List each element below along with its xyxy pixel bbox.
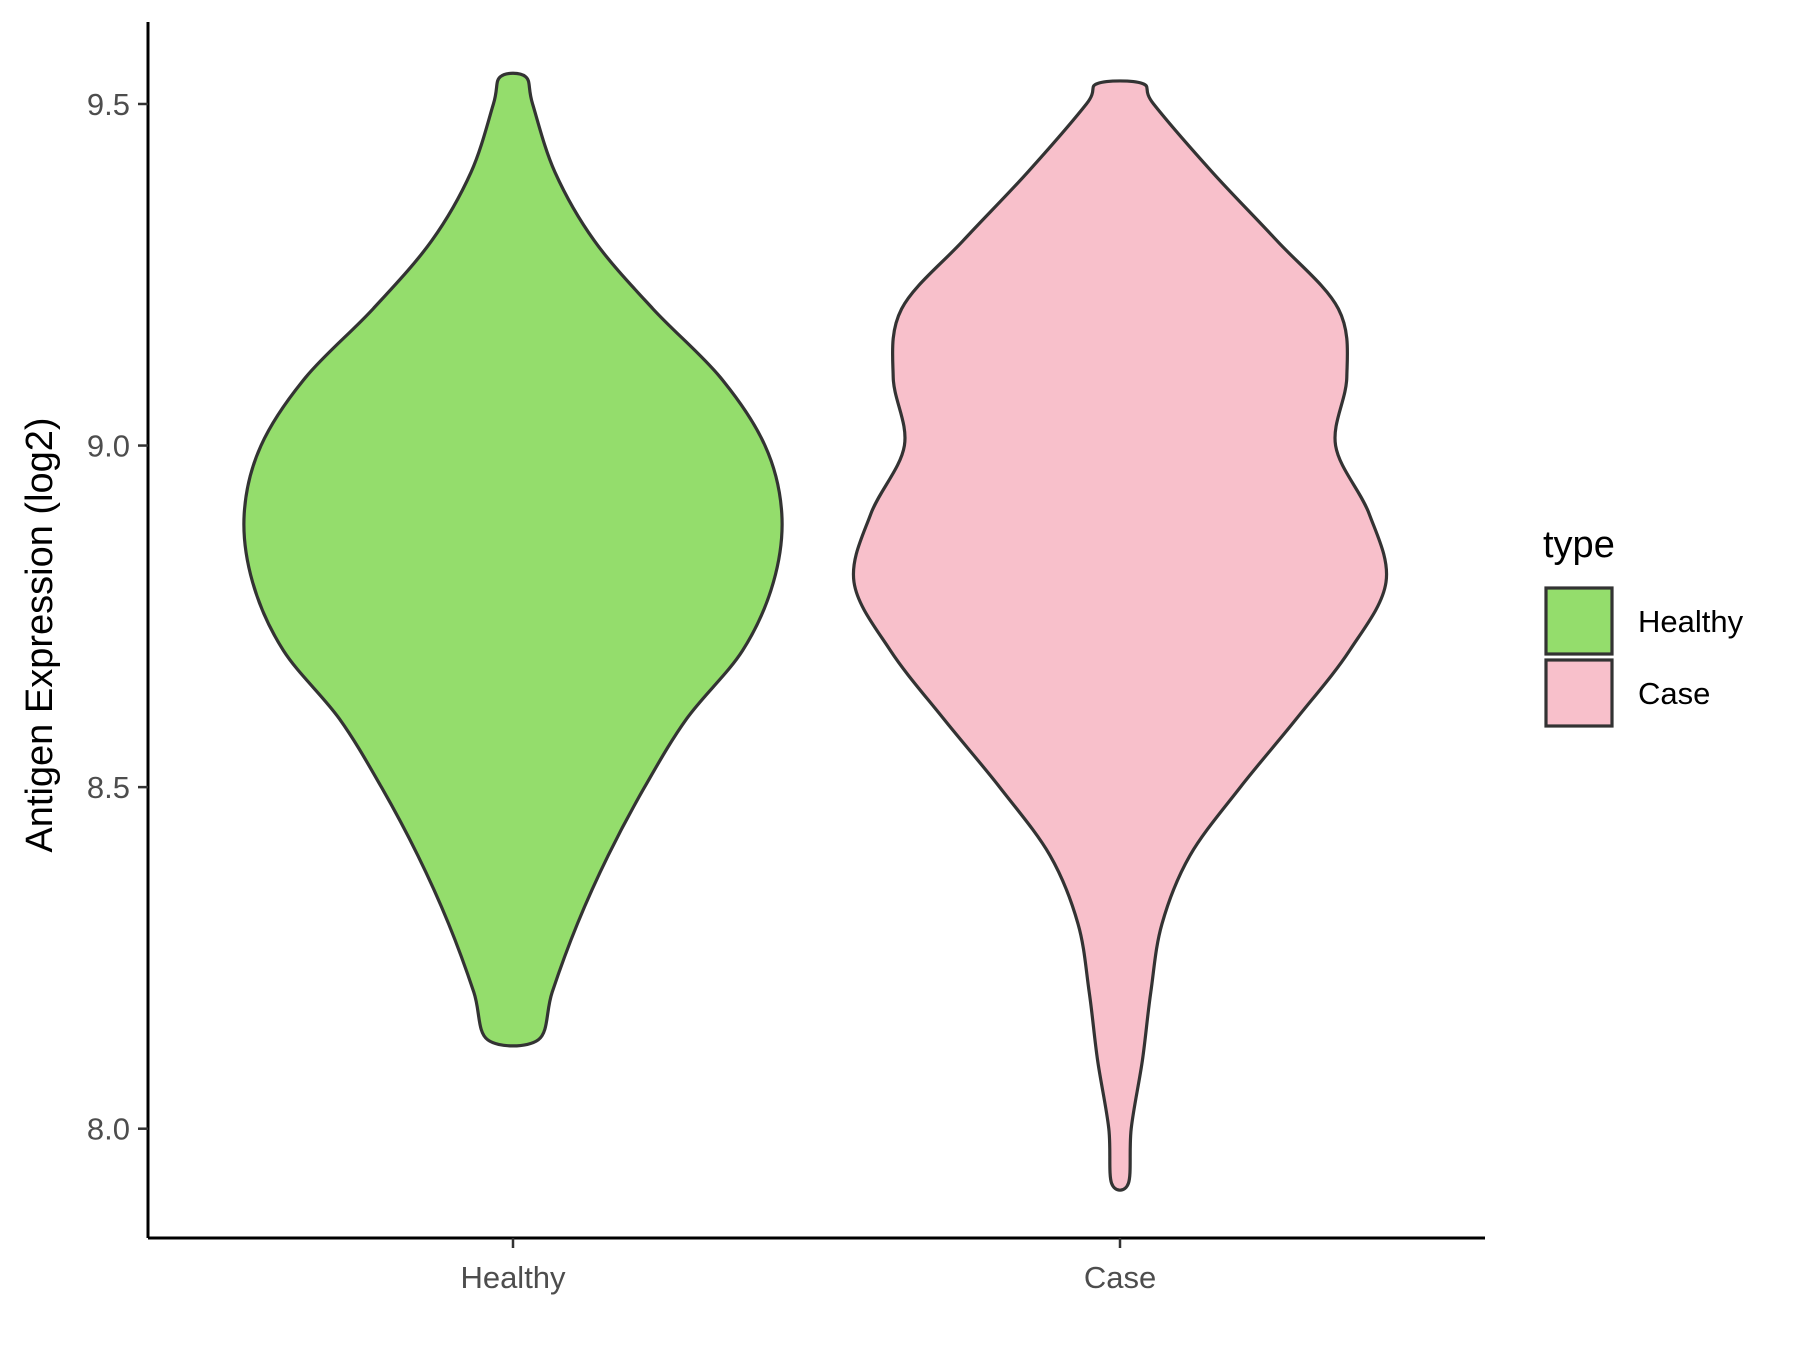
x-tick-label-healthy: Healthy <box>460 1260 566 1295</box>
legend-label-healthy: Healthy <box>1638 604 1744 639</box>
y-tick-label: 9.0 <box>87 429 130 464</box>
violin-healthy <box>242 71 784 1048</box>
y-axis-title: Antigen Expression (log2) <box>19 417 61 852</box>
violin-layer <box>242 71 1389 1192</box>
legend-label-case: Case <box>1638 676 1710 711</box>
legend-key-healthy <box>1544 586 1614 656</box>
legend-title: type <box>1543 524 1615 566</box>
legend-key-case <box>1544 658 1614 728</box>
x-tick-label-case: Case <box>1084 1260 1156 1295</box>
y-tick-label: 8.5 <box>87 770 130 805</box>
violin-case <box>851 79 1389 1192</box>
y-tick-label: 8.0 <box>87 1112 130 1147</box>
x-axis-ticks: Healthy Case <box>460 1238 1156 1295</box>
y-axis-ticks: 8.0 8.5 9.0 9.5 <box>87 87 148 1147</box>
legend: type Healthy Case <box>1543 524 1744 728</box>
y-tick-label: 9.5 <box>87 87 130 122</box>
